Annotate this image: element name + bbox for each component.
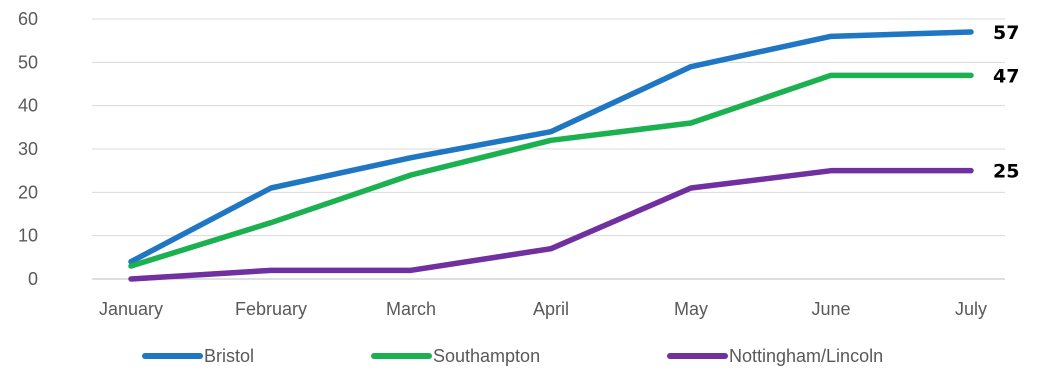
gridlines <box>92 18 1005 280</box>
series-line-nottingham-lincoln <box>128 167 974 282</box>
x-axis-ticks: January February March April May June July <box>99 299 987 319</box>
x-tick-label: July <box>955 299 987 319</box>
legend-label: Nottingham/Lincoln <box>729 346 883 366</box>
y-tick-label: 60 <box>18 9 38 29</box>
data-label: 47 <box>993 65 1019 87</box>
y-tick-label: 10 <box>18 226 38 246</box>
y-tick-label: 40 <box>18 96 38 116</box>
legend-item: Southampton <box>371 346 540 366</box>
series-lines <box>128 29 974 282</box>
y-tick-label: 20 <box>18 182 38 202</box>
legend-item: Bristol <box>142 346 254 366</box>
legend: Bristol Southampton Nottingham/Lincoln <box>142 346 883 366</box>
y-tick-label: 30 <box>18 139 38 159</box>
x-tick-label: April <box>533 299 569 319</box>
x-tick-label: January <box>99 299 163 319</box>
y-tick-label: 50 <box>18 52 38 72</box>
x-tick-label: March <box>386 299 436 319</box>
x-tick-label: May <box>674 299 708 319</box>
data-label: 25 <box>993 161 1019 183</box>
series-line-bristol <box>128 29 974 265</box>
series-line-southampton <box>128 72 974 269</box>
legend-label: Bristol <box>204 346 254 366</box>
legend-item: Nottingham/Lincoln <box>667 346 883 366</box>
y-tick-label: 0 <box>28 269 38 289</box>
y-axis-ticks: 0 10 20 30 40 50 60 <box>18 9 38 289</box>
data-label: 57 <box>993 22 1019 44</box>
x-tick-label: February <box>235 299 307 319</box>
end-labels: 57 47 25 <box>993 22 1019 183</box>
legend-label: Southampton <box>433 346 540 366</box>
x-tick-label: June <box>811 299 850 319</box>
